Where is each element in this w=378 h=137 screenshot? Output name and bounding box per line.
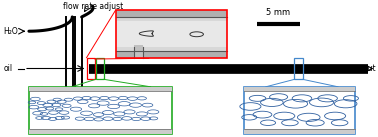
Text: oil: oil	[4, 64, 13, 73]
Bar	[29, 129, 172, 134]
Bar	[116, 10, 227, 58]
Bar	[294, 58, 303, 79]
Bar	[243, 87, 355, 92]
Text: flow rate adjust: flow rate adjust	[63, 2, 123, 11]
Text: out: out	[364, 64, 376, 73]
Bar	[116, 21, 227, 48]
Bar	[134, 45, 143, 58]
Text: H₂O: H₂O	[4, 27, 19, 36]
Bar	[96, 58, 104, 79]
Bar	[116, 17, 227, 51]
Bar	[87, 58, 95, 79]
Bar	[243, 129, 355, 134]
Bar	[29, 87, 172, 134]
Bar	[29, 87, 172, 92]
Text: 5 mm: 5 mm	[266, 8, 291, 17]
Bar	[243, 87, 355, 134]
Bar	[116, 10, 227, 58]
